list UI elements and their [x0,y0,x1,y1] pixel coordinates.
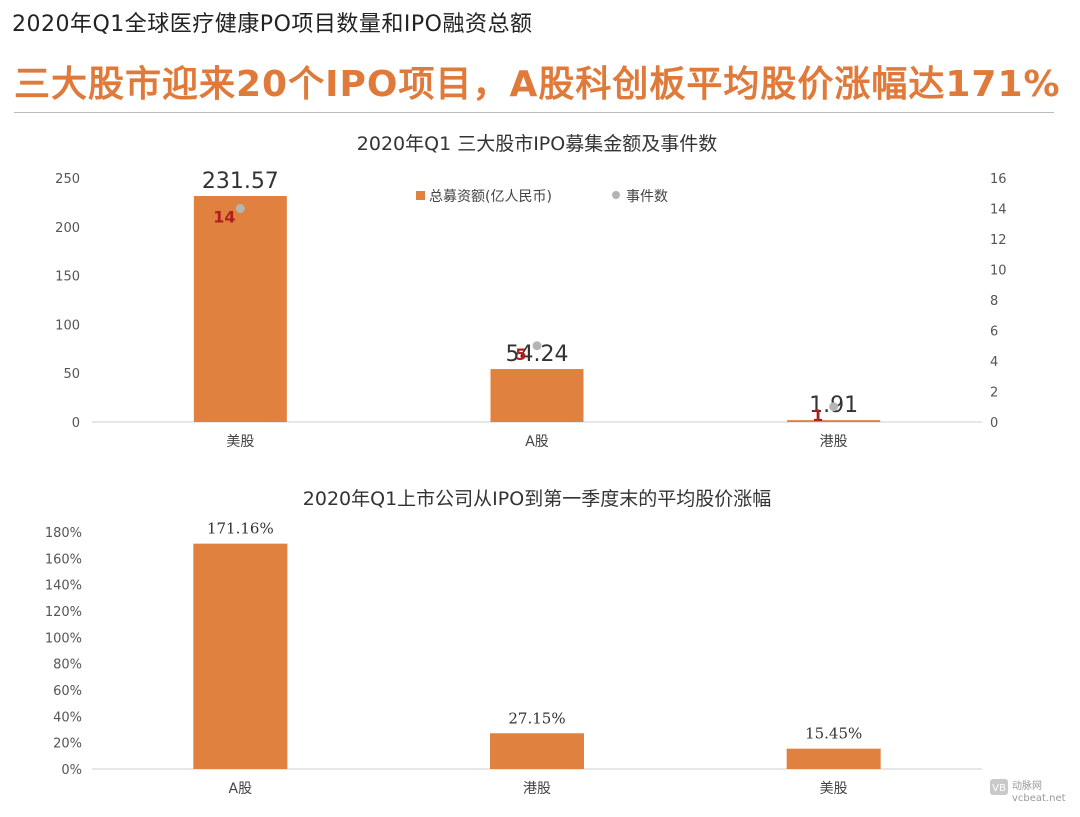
divider [14,112,1054,113]
bar [490,369,584,422]
y-tick-label: 120% [45,605,82,620]
y-tick-label: 0% [61,763,82,778]
x-tick-label: 美股 [226,434,254,450]
y-tick-label: 100% [45,631,82,646]
y-tick-label: 150 [55,270,80,285]
legend-swatch-amount [416,191,425,200]
watermark-name: 动脉网 [1012,779,1042,792]
x-tick-label: A股 [229,781,253,797]
bar [193,195,287,422]
x-tick-label: 港股 [820,434,848,450]
y-tick-label: 250 [55,172,80,187]
chart-price-change: 2020年Q1上市公司从IPO到第一季度末的平均股价涨幅 0% 20% 40% 60%… [45,480,982,810]
point [235,204,245,213]
x-tick-label: 港股 [523,781,551,797]
y-tick-label: 180% [45,526,82,541]
bar-value-label: 231.57 [202,169,279,194]
y-tick-label: 140% [45,579,82,594]
bar-value-label: 15.45% [805,725,862,743]
legend-label-count: 事件数 [626,189,668,205]
point-value-label: 14 [213,208,235,227]
bar [193,543,288,769]
y-tick-label: 80% [53,658,82,673]
watermark-url: vcbeat.net [1012,793,1066,804]
chart1-title: 2020年Q1 三大股市IPO募集金额及事件数 [357,133,717,155]
bar [786,748,881,769]
point [532,341,542,351]
y-tick-label: 0 [72,416,80,431]
chart2-title: 2020年Q1上市公司从IPO到第一季度末的平均股价涨幅 [303,488,771,510]
y2-tick-label: 10 [990,264,1007,279]
headline: 三大股市迎来20个IPO项目，A股科创板平均股价涨幅达171% [14,64,1061,105]
page-title: 2020年Q1全球医疗健康PO项目数量和IPO融资总额 [12,12,533,37]
y-tick-label: 50 [63,367,80,382]
y2-tick-label: 4 [990,355,998,370]
y2-tick-label: 8 [990,294,998,309]
y-tick-label: 60% [53,684,82,699]
point [829,402,839,412]
point-value-label: 5 [515,345,526,364]
legend-swatch-count [612,191,620,199]
x-tick-label: 美股 [820,781,848,797]
y2-tick-label: 2 [990,386,998,401]
x-tick-label: A股 [525,434,549,450]
y-tick-label: 40% [53,710,82,725]
point-value-label: 1 [812,406,823,425]
legend-label-amount: 总募资额(亿人民币) [429,189,552,205]
bar [787,420,881,422]
y2-tick-label: 6 [990,325,998,340]
y-tick-label: 200 [55,221,80,236]
y-tick-label: 20% [53,737,82,752]
y-tick-label: 160% [45,552,82,567]
bar-value-label: 27.15% [508,709,565,727]
bar [490,733,584,769]
chart1-legend: 总募资额(亿人民币) 事件数 [416,189,668,205]
watermark-logo-icon [990,779,1008,795]
y-tick-label: 100 [55,318,80,333]
y2-tick-label: 0 [990,416,998,431]
y2-tick-label: 14 [990,203,1007,218]
y2-tick-label: 16 [990,172,1007,187]
y2-tick-label: 12 [990,233,1007,248]
chart-ipo-amount: 2020年Q1 三大股市IPO募集金额及事件数 总募资额(亿人民币) 事件数 0… [55,120,1007,460]
watermark-logo-text: VB [992,783,1006,794]
bar-value-label: 171.16% [207,520,274,538]
watermark: VB 动脉网 vcbeat.net [990,779,1066,804]
